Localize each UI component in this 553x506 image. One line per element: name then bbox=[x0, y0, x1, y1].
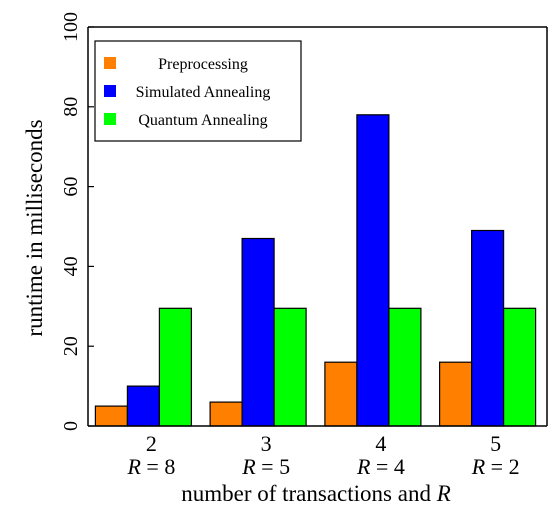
y-tick-label: 0 bbox=[60, 421, 82, 431]
x-tick-label-r: R = 5 bbox=[241, 454, 290, 479]
x-tick-label-r: R = 8 bbox=[126, 454, 175, 479]
x-tick-r-value: 5 bbox=[279, 454, 290, 479]
x-tick-label-r: R = 2 bbox=[471, 454, 520, 479]
bar-preprocessing-4 bbox=[324, 361, 358, 427]
axes-group bbox=[87, 26, 548, 427]
bar-quantum-annealing-4 bbox=[388, 307, 422, 427]
bar-simulated-annealing-5 bbox=[471, 229, 505, 427]
legend: Preprocessing Simulated Annealing Quantum … bbox=[94, 40, 302, 142]
bar-preprocessing-2 bbox=[94, 405, 129, 427]
y-tick-label: 60 bbox=[60, 177, 82, 197]
x-ticks-group: 2R = 83R = 54R = 45R = 2 bbox=[126, 431, 519, 479]
bar-simulated-annealing-4 bbox=[356, 114, 390, 427]
bar-simulated-annealing-3 bbox=[241, 237, 275, 427]
x-tick-label-r: R = 4 bbox=[356, 454, 405, 479]
x-tick-label-transactions: 5 bbox=[490, 431, 501, 456]
x-tick-label-transactions: 3 bbox=[261, 431, 272, 456]
x-tick-r-equals: = bbox=[256, 454, 279, 479]
legend-box bbox=[94, 40, 302, 142]
x-axis-label-variable: R bbox=[436, 481, 451, 506]
y-tick-label: 20 bbox=[60, 336, 82, 356]
x-tick-r-variable: R bbox=[471, 454, 486, 479]
x-tick-r-variable: R bbox=[241, 454, 256, 479]
bar-quantum-annealing-5 bbox=[503, 307, 537, 427]
x-tick-r-variable: R bbox=[356, 454, 371, 479]
legend-label-simulated-annealing: Simulated Annealing bbox=[136, 84, 271, 101]
x-tick-label-transactions: 4 bbox=[375, 431, 386, 456]
x-tick-r-equals: = bbox=[141, 454, 164, 479]
bar-quantum-annealing-2 bbox=[158, 307, 192, 427]
x-tick-r-equals: = bbox=[485, 454, 508, 479]
bars-group bbox=[94, 114, 537, 427]
y-tick-label: 40 bbox=[60, 256, 82, 276]
x-axis-label-main: number of transactions and bbox=[181, 481, 436, 506]
y-ticks-group: 0 20 40 60 80 100 bbox=[60, 12, 94, 431]
x-tick-r-equals: = bbox=[370, 454, 393, 479]
bar-quantum-annealing-3 bbox=[273, 307, 307, 427]
y-tick-label: 100 bbox=[60, 12, 82, 42]
y-tick-label: 80 bbox=[60, 97, 82, 117]
bar-simulated-annealing-2 bbox=[126, 385, 161, 427]
legend-label-quantum-annealing: Quantum Annealing bbox=[138, 112, 267, 129]
x-tick-r-value: 4 bbox=[394, 454, 405, 479]
x-tick-r-value: 2 bbox=[509, 454, 520, 479]
x-tick-label-transactions: 2 bbox=[146, 431, 157, 456]
bar-preprocessing-5 bbox=[439, 361, 473, 427]
y-axis-label: runtime in milliseconds bbox=[22, 119, 47, 336]
x-axis-label: number of transactions and R bbox=[181, 481, 451, 506]
x-tick-r-variable: R bbox=[126, 454, 141, 479]
legend-swatch-preprocessing bbox=[104, 57, 116, 69]
legend-swatch-simulated-annealing bbox=[104, 85, 116, 97]
legend-label-preprocessing: Preprocessing bbox=[158, 56, 248, 73]
x-tick-r-value: 8 bbox=[164, 454, 175, 479]
legend-swatch-quantum-annealing bbox=[104, 113, 116, 125]
bar-preprocessing-3 bbox=[209, 401, 243, 427]
